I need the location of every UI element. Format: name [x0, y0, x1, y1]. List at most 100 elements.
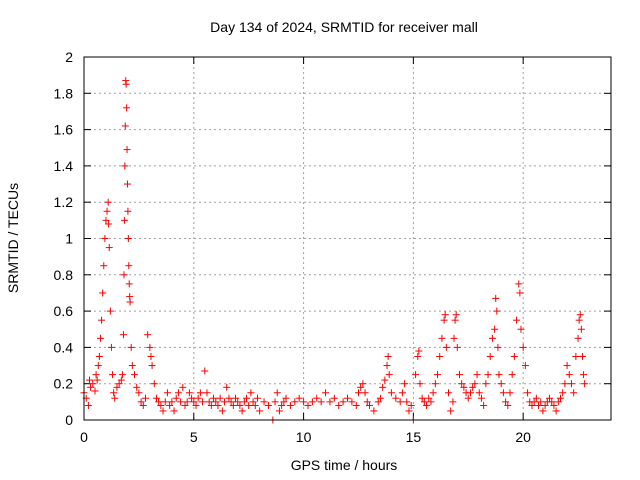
data-point	[103, 207, 111, 215]
data-point	[125, 262, 133, 270]
data-point	[106, 307, 114, 315]
data-point	[232, 394, 240, 402]
data-point	[460, 383, 468, 391]
data-point	[221, 398, 229, 406]
data-point	[477, 394, 485, 402]
data-point	[84, 401, 92, 409]
data-point	[205, 398, 213, 406]
data-point	[278, 401, 286, 409]
data-point	[203, 389, 211, 397]
data-point	[123, 180, 131, 188]
data-point	[348, 398, 356, 406]
data-point	[225, 394, 233, 402]
data-point	[317, 398, 325, 406]
data-point	[223, 383, 231, 391]
data-point	[508, 371, 516, 379]
data-point	[581, 380, 589, 388]
data-point	[492, 294, 500, 302]
data-point	[517, 325, 525, 333]
data-point	[398, 389, 406, 397]
y-tick-label: 0.4	[54, 339, 74, 355]
data-point	[357, 383, 365, 391]
data-point	[247, 389, 255, 397]
data-point	[181, 401, 189, 409]
data-point	[148, 362, 156, 370]
data-point	[458, 380, 466, 388]
data-point	[238, 407, 246, 415]
data-point	[466, 389, 474, 397]
data-point	[249, 398, 257, 406]
data-point	[245, 401, 253, 409]
data-point	[95, 352, 103, 360]
data-point	[179, 383, 187, 391]
y-tick-label: 1.4	[54, 158, 74, 174]
x-tick-label: 10	[296, 429, 312, 445]
data-point	[105, 244, 113, 252]
data-point	[572, 352, 580, 360]
y-tick-label: 2	[65, 49, 73, 65]
data-point	[469, 383, 477, 391]
data-point	[352, 401, 360, 409]
data-point	[120, 331, 128, 339]
data-point	[376, 394, 384, 402]
chart-title: Day 134 of 2024, SRMTID for receiver mal…	[210, 19, 478, 35]
data-point	[513, 316, 521, 324]
data-point	[497, 380, 505, 388]
data-point	[403, 398, 411, 406]
data-point	[102, 216, 110, 224]
data-point	[137, 398, 145, 406]
data-point	[548, 398, 556, 406]
data-point	[575, 316, 583, 324]
y-axis-title: SRMTID / TECUs	[5, 183, 21, 293]
data-point	[133, 383, 141, 391]
data-point	[405, 407, 413, 415]
data-point	[335, 401, 343, 409]
data-point	[412, 371, 420, 379]
data-point	[85, 376, 93, 384]
data-point	[99, 289, 107, 297]
data-point	[127, 343, 135, 351]
data-point	[282, 394, 290, 402]
data-point	[172, 394, 180, 402]
data-point	[578, 352, 586, 360]
data-point	[157, 401, 165, 409]
data-point	[304, 401, 312, 409]
data-point	[98, 316, 106, 324]
data-point	[214, 401, 222, 409]
data-point	[561, 380, 569, 388]
data-point	[271, 398, 279, 406]
data-point	[370, 407, 378, 415]
data-point	[482, 380, 490, 388]
data-point	[144, 331, 152, 339]
data-point	[159, 407, 167, 415]
data-point	[455, 371, 463, 379]
data-point	[240, 398, 248, 406]
data-point	[396, 398, 404, 406]
y-tick-label: 1	[65, 231, 73, 247]
data-point	[280, 398, 288, 406]
data-point	[441, 311, 449, 319]
data-point	[199, 398, 207, 406]
data-point	[152, 394, 160, 402]
data-point	[550, 401, 558, 409]
data-point	[401, 380, 409, 388]
data-point	[493, 307, 501, 315]
plot-frame	[83, 56, 612, 421]
data-point	[126, 298, 134, 306]
data-point	[449, 398, 457, 406]
data-point	[330, 394, 338, 402]
data-point	[494, 343, 502, 351]
data-point	[577, 325, 585, 333]
data-point	[475, 389, 483, 397]
y-tick-label: 0.8	[54, 267, 74, 283]
data-point	[313, 394, 321, 402]
data-point	[453, 343, 461, 351]
y-tick-label: 1.6	[54, 122, 74, 138]
data-point	[104, 198, 112, 206]
data-point	[174, 389, 182, 397]
data-point	[365, 401, 373, 409]
data-point	[322, 389, 330, 397]
data-point	[131, 371, 139, 379]
data-point	[308, 398, 316, 406]
data-point	[123, 104, 131, 112]
